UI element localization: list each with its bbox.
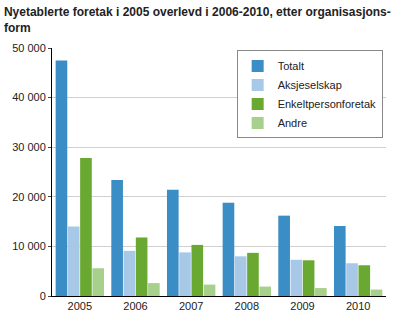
- svg-text:40 000: 40 000: [12, 91, 46, 103]
- svg-text:2006: 2006: [123, 300, 147, 312]
- svg-text:2007: 2007: [179, 300, 203, 312]
- svg-text:Nyetablerte foretak i 2005 ove: Nyetablerte foretak i 2005 overlevd i 20…: [4, 5, 391, 35]
- svg-text:2009: 2009: [290, 300, 314, 312]
- svg-text:Enkeltpersonforetak: Enkeltpersonforetak: [278, 98, 376, 110]
- svg-text:Aksjeselskap: Aksjeselskap: [278, 79, 342, 91]
- svg-text:10 000: 10 000: [12, 240, 46, 252]
- svg-text:30 000: 30 000: [12, 141, 46, 153]
- svg-text:2008: 2008: [235, 300, 259, 312]
- svg-text:2010: 2010: [346, 300, 370, 312]
- svg-text:Andre: Andre: [278, 117, 307, 129]
- svg-text:20 000: 20 000: [12, 191, 46, 203]
- svg-text:0: 0: [40, 290, 46, 302]
- svg-text:Totalt: Totalt: [278, 60, 304, 72]
- svg-text:50 000: 50 000: [12, 42, 46, 54]
- svg-text:2005: 2005: [68, 300, 92, 312]
